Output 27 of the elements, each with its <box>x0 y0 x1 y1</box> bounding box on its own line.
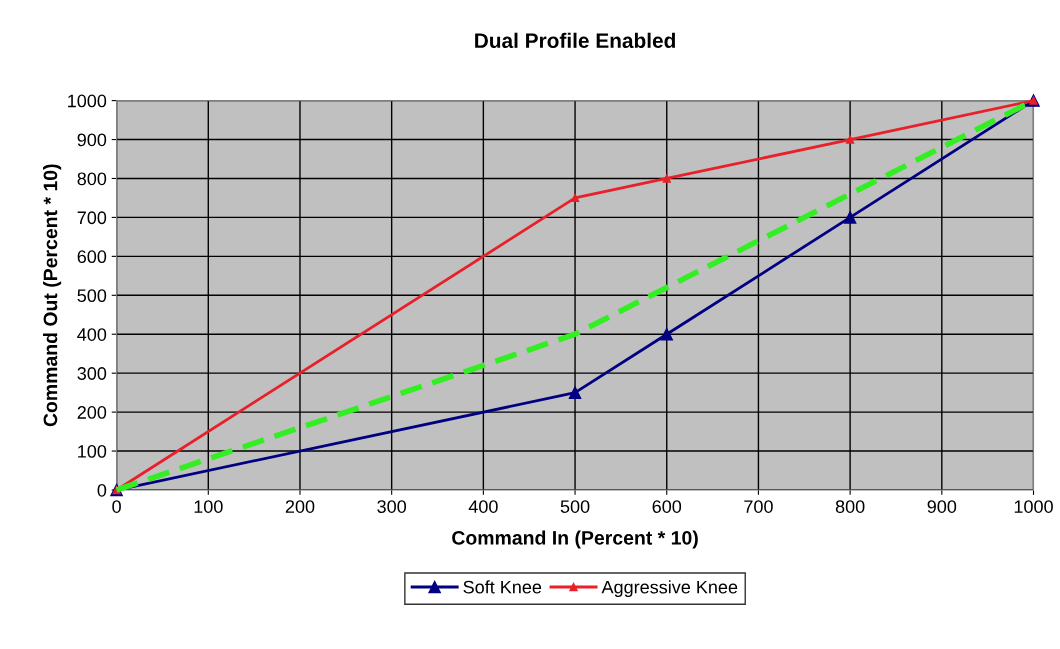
y-tick-label: 800 <box>77 172 107 186</box>
x-tick-label: 800 <box>835 500 865 513</box>
x-tick-label: 400 <box>468 500 498 513</box>
legend-label: Aggressive Knee <box>601 580 738 598</box>
x-tick-label: 300 <box>377 500 407 513</box>
x-tick-label: 200 <box>285 500 315 513</box>
x-tick-label: 100 <box>194 500 223 513</box>
y-tick-label: 400 <box>77 328 107 341</box>
y-tick-label: 0 <box>97 483 107 497</box>
x-tick-label: 600 <box>652 500 682 513</box>
x-tick-label: 900 <box>927 500 957 513</box>
y-tick-label: 200 <box>77 406 107 419</box>
y-tick-label: 500 <box>77 289 107 303</box>
chart-title: Dual Profile Enabled <box>475 32 675 49</box>
y-axis-title: Command Out (Percent * 10) <box>43 164 62 427</box>
x-tick-label: 0 <box>112 500 121 513</box>
x-tick-label: 1000 <box>1014 500 1053 513</box>
y-tick-label: 1000 <box>68 94 107 108</box>
x-axis-title: Command In (Percent * 10) <box>452 530 698 549</box>
x-tick-label: 500 <box>560 500 590 513</box>
y-tick-label: 600 <box>77 250 107 264</box>
x-tick-label: 700 <box>744 500 773 513</box>
y-tick-label: 700 <box>77 211 107 225</box>
legend-label: Soft Knee <box>463 580 542 594</box>
y-tick-label: 300 <box>77 367 107 380</box>
y-tick-label: 100 <box>78 444 107 458</box>
y-tick-label: 900 <box>77 133 107 147</box>
